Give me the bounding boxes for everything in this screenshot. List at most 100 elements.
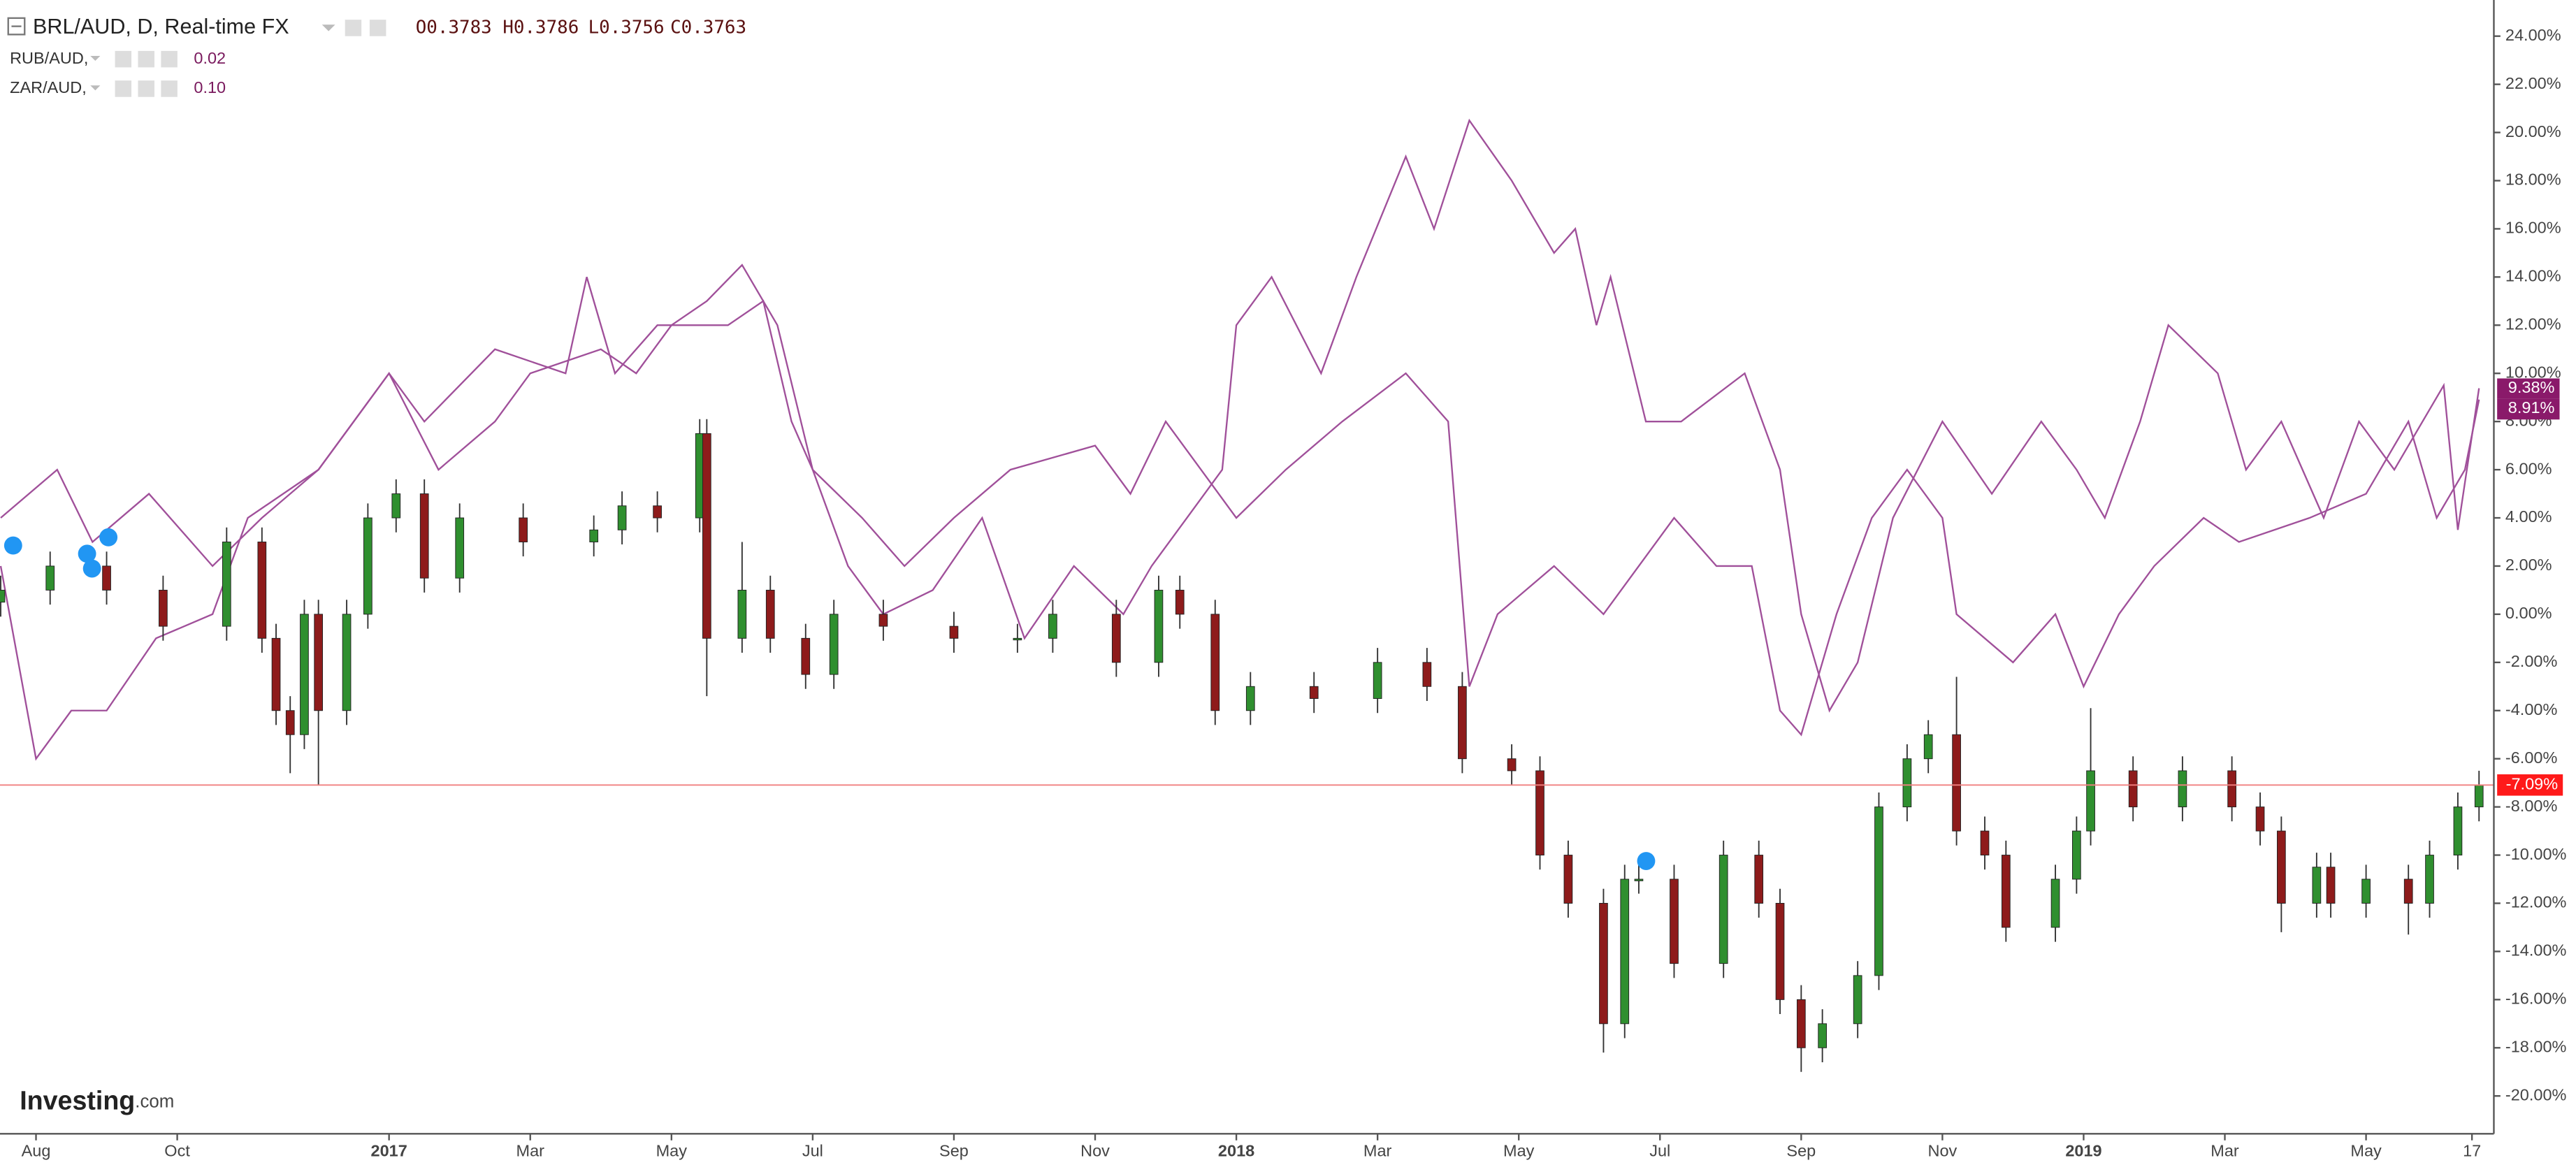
x-tick-label: Sep [939, 1141, 969, 1159]
candle-body [300, 614, 309, 735]
collapse-icon[interactable] [7, 17, 26, 36]
close-icon[interactable] [161, 50, 178, 68]
dropdown-arrow[interactable] [90, 55, 101, 61]
y-tick-label: -10.00% [2505, 845, 2567, 863]
candle-body [2474, 784, 2484, 808]
dropdown-arrow[interactable] [90, 85, 101, 91]
candle-body [1563, 855, 1573, 904]
plot-area [0, 118, 2494, 1072]
hide-icon[interactable] [138, 80, 154, 97]
series-line [0, 118, 2480, 713]
candle-body [159, 589, 168, 627]
y-tick-label: 24.00% [2505, 26, 2561, 44]
x-tick-label: May [656, 1141, 688, 1159]
candle-body [1634, 878, 1644, 881]
candle-body [2312, 867, 2322, 904]
candle-body [1980, 830, 1990, 856]
candle-body [1175, 589, 1185, 615]
candle-body [1535, 770, 1544, 856]
last-value-tag [2497, 774, 2563, 796]
candle-body [765, 589, 775, 639]
legend-value: 0.02 [194, 49, 226, 67]
candle-body [617, 505, 627, 530]
candle-body [45, 565, 55, 591]
last-value-label: 9.38% [2508, 378, 2555, 396]
candle-body [2425, 855, 2434, 904]
y-tick-label: -4.00% [2505, 700, 2558, 718]
y-tick-label: 22.00% [2505, 74, 2561, 92]
ohlc-close: C0.3763 [670, 17, 746, 38]
candle-body [1620, 878, 1630, 1025]
event-marker[interactable] [99, 528, 118, 547]
candle-body [1309, 686, 1319, 699]
candle-body [271, 637, 281, 711]
candle-body [2001, 855, 2011, 928]
candle-body [829, 614, 839, 675]
candle-body [1775, 903, 1785, 1000]
event-marker[interactable] [82, 559, 101, 578]
legend-name: ZAR/AUD, [10, 78, 87, 96]
x-tick-label: Mar [516, 1141, 545, 1159]
dropdown-arrow[interactable] [321, 24, 335, 31]
event-marker[interactable] [1637, 852, 1656, 870]
candle-body [702, 433, 711, 639]
candle-body [2072, 830, 2081, 880]
candle-body [2128, 770, 2138, 808]
last-value-tag [2497, 378, 2560, 399]
hide-icon[interactable] [138, 50, 154, 68]
candle-body [1874, 806, 1883, 976]
settings-icon[interactable] [115, 50, 132, 68]
y-tick-label: 6.00% [2505, 459, 2552, 477]
x-tick-label: 2019 [2065, 1141, 2101, 1159]
hide-icon[interactable] [369, 20, 386, 36]
candle-body [1923, 734, 1933, 760]
candle-body [653, 505, 662, 519]
y-tick-label: 2.00% [2505, 556, 2552, 574]
series-line [0, 263, 2480, 761]
close-icon[interactable] [161, 80, 178, 97]
ohlc-high: H0.3786 [502, 17, 579, 38]
y-tick-label: 14.00% [2505, 267, 2561, 285]
candle-body [2277, 830, 2286, 904]
settings-icon[interactable] [115, 80, 132, 97]
candle-body [285, 710, 295, 735]
event-marker[interactable] [3, 536, 22, 555]
y-tick-label: -12.00% [2505, 893, 2567, 911]
candle-body [1154, 589, 1164, 663]
candle-body [1818, 1023, 1827, 1048]
candle-body [1754, 855, 1764, 904]
candle-body [1458, 686, 1467, 760]
candle-body [222, 542, 231, 627]
candle-body [342, 614, 352, 711]
settings-icon[interactable] [345, 20, 362, 36]
legend-value: 0.10 [194, 78, 226, 96]
x-tick-label: Mar [1363, 1141, 1392, 1159]
candle-body [1048, 614, 1057, 639]
logo: Investing.com [20, 1086, 174, 1115]
candle-body [2086, 770, 2095, 832]
x-tick-label: Mar [2210, 1141, 2239, 1159]
y-tick-label: -6.00% [2505, 748, 2558, 767]
event-marker[interactable] [78, 544, 96, 563]
y-tick-label: -2.00% [2505, 652, 2558, 670]
candle-body [801, 637, 811, 675]
candle-body [363, 517, 372, 615]
candle-body [2050, 878, 2060, 928]
candle-body [1422, 662, 1432, 687]
candle-body [1507, 758, 1517, 772]
y-tick-label: -20.00% [2505, 1085, 2567, 1104]
y-tick-label: 4.00% [2505, 507, 2552, 526]
candle-body [1373, 662, 1382, 699]
y-tick-label: 20.00% [2505, 122, 2561, 140]
event-markers [3, 528, 1656, 870]
last-value-label: -7.09% [2506, 774, 2559, 793]
candle-body [589, 529, 599, 542]
candle-body [2326, 867, 2336, 904]
candle-body [2255, 806, 2265, 832]
x-tick-label: 2017 [371, 1141, 407, 1159]
y-tick-label: -14.00% [2505, 941, 2567, 960]
candle-body [314, 614, 324, 711]
candle-body [737, 589, 747, 639]
y-tick-label: 12.00% [2505, 314, 2561, 333]
